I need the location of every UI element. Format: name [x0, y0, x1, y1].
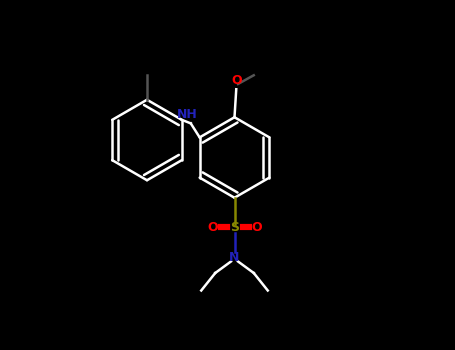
Text: S: S: [230, 221, 239, 234]
Text: NH: NH: [177, 108, 197, 121]
Text: O: O: [207, 221, 218, 234]
Text: N: N: [229, 251, 240, 264]
Text: O: O: [251, 221, 262, 234]
Text: O: O: [231, 74, 242, 87]
